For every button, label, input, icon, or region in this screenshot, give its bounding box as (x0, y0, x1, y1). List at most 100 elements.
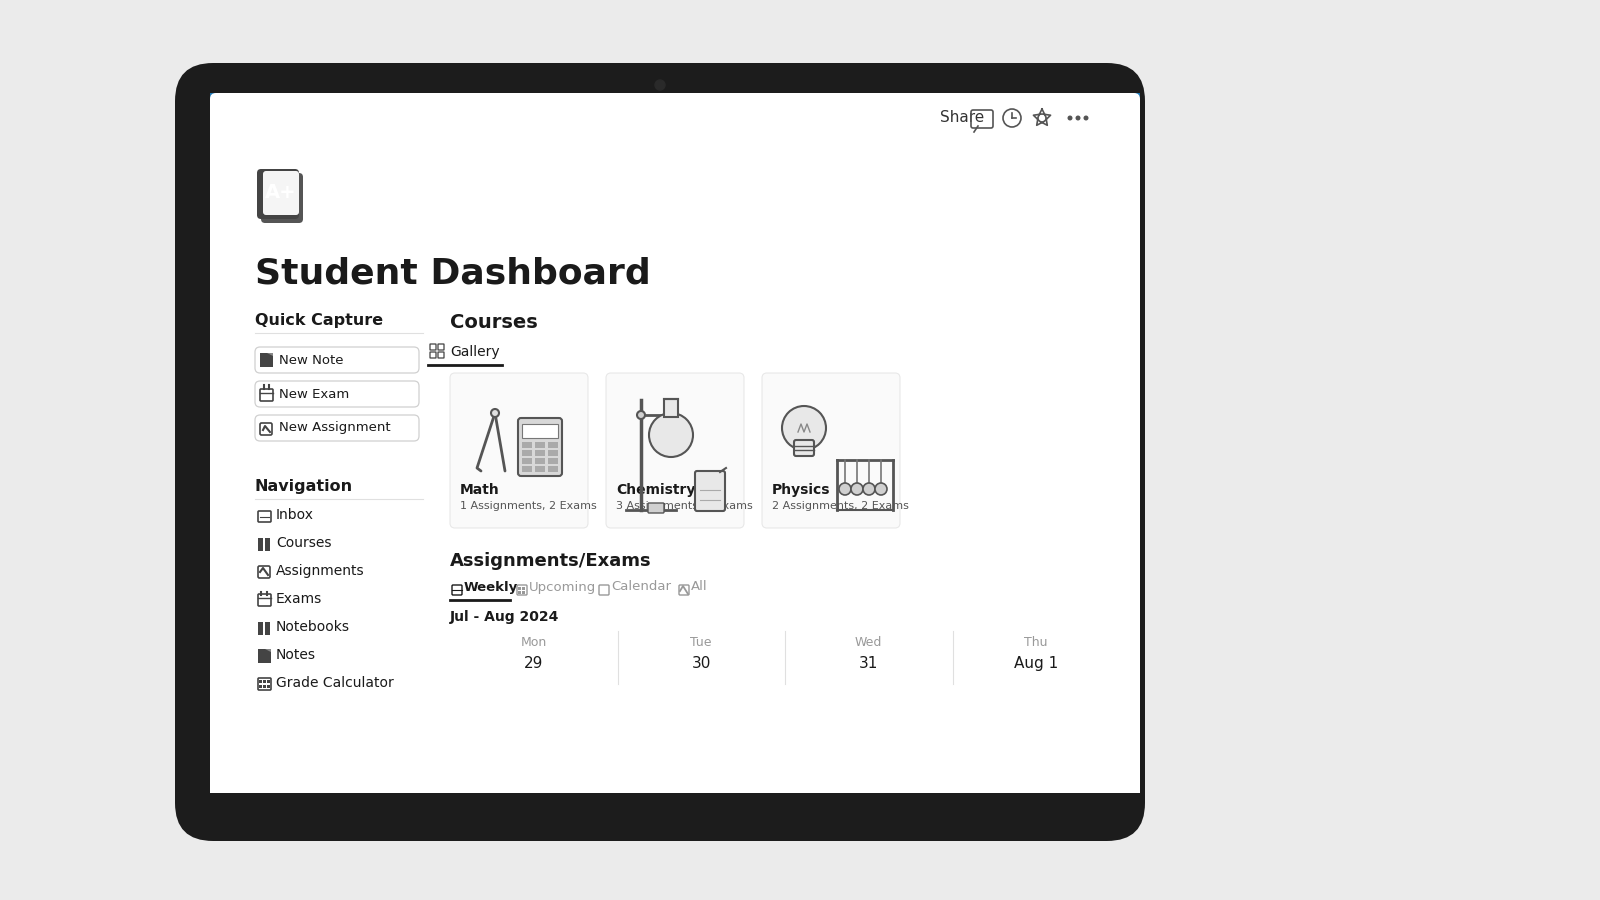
Text: New Exam: New Exam (278, 388, 349, 400)
Text: Physics: Physics (771, 483, 830, 497)
Text: 2 Assignments, 2 Exams: 2 Assignments, 2 Exams (771, 501, 909, 511)
FancyBboxPatch shape (261, 173, 302, 223)
FancyBboxPatch shape (258, 169, 299, 219)
FancyBboxPatch shape (694, 471, 725, 511)
Text: Inbox: Inbox (277, 508, 314, 522)
Bar (522, 458, 531, 464)
Bar (534, 450, 546, 456)
Text: Math: Math (461, 483, 499, 497)
Bar (210, 773, 1139, 793)
Text: Student Dashboard: Student Dashboard (254, 256, 651, 290)
Text: Notebooks: Notebooks (277, 620, 350, 634)
Text: Tue: Tue (691, 636, 712, 649)
Polygon shape (266, 649, 270, 652)
Text: Grade Calculator: Grade Calculator (277, 676, 394, 690)
FancyBboxPatch shape (258, 594, 270, 606)
Text: A+: A+ (266, 184, 298, 202)
Bar (547, 450, 558, 456)
FancyBboxPatch shape (259, 389, 274, 401)
Text: Jul - Aug 2024: Jul - Aug 2024 (450, 610, 560, 624)
Circle shape (491, 409, 499, 417)
Circle shape (1083, 115, 1088, 121)
Circle shape (875, 483, 886, 495)
Circle shape (650, 413, 693, 457)
Bar (258, 538, 262, 551)
Polygon shape (267, 353, 274, 356)
Text: Weekly: Weekly (464, 580, 518, 593)
Text: Thu: Thu (1024, 636, 1048, 649)
Text: Quick Capture: Quick Capture (254, 313, 382, 328)
Text: Wed: Wed (854, 636, 883, 649)
Bar (664, 399, 678, 417)
Text: Gallery: Gallery (450, 345, 499, 359)
FancyBboxPatch shape (518, 418, 562, 476)
Bar (534, 466, 546, 472)
Text: New Assignment: New Assignment (278, 421, 390, 435)
Bar (258, 649, 270, 663)
Bar (259, 685, 262, 688)
Circle shape (851, 483, 862, 495)
Bar (522, 466, 531, 472)
FancyBboxPatch shape (254, 347, 419, 373)
Text: Share: Share (941, 111, 984, 125)
FancyBboxPatch shape (258, 678, 270, 690)
FancyBboxPatch shape (606, 373, 744, 528)
Bar (534, 458, 546, 464)
FancyBboxPatch shape (762, 373, 899, 528)
Bar (522, 587, 525, 590)
Text: Mon: Mon (520, 636, 547, 649)
Circle shape (637, 411, 645, 419)
Bar (547, 442, 558, 448)
Bar (266, 622, 270, 635)
Text: Courses: Courses (277, 536, 331, 550)
Text: 30: 30 (691, 656, 710, 671)
Bar (210, 93, 1139, 793)
Text: Navigation: Navigation (254, 479, 354, 494)
FancyBboxPatch shape (259, 423, 272, 435)
Text: Calendar: Calendar (611, 580, 670, 593)
Bar (262, 680, 266, 683)
Bar (259, 680, 262, 683)
Text: New Note: New Note (278, 354, 344, 366)
Bar (518, 591, 522, 594)
Bar (267, 680, 270, 683)
FancyBboxPatch shape (254, 381, 419, 407)
FancyBboxPatch shape (254, 415, 419, 441)
Text: 1 Assignments, 2 Exams: 1 Assignments, 2 Exams (461, 501, 597, 511)
Text: 29: 29 (525, 656, 544, 671)
Text: Assignments: Assignments (277, 564, 365, 578)
FancyBboxPatch shape (450, 373, 589, 528)
Bar (534, 442, 546, 448)
Text: 31: 31 (859, 656, 878, 671)
Bar (266, 538, 270, 551)
Circle shape (654, 80, 666, 90)
Bar (518, 587, 522, 590)
FancyBboxPatch shape (648, 503, 664, 513)
Text: All: All (691, 580, 707, 593)
Bar (522, 424, 558, 438)
FancyBboxPatch shape (262, 171, 299, 215)
Bar (259, 353, 274, 367)
FancyBboxPatch shape (210, 93, 1139, 793)
Text: Aug 1: Aug 1 (1014, 656, 1058, 671)
Bar (262, 685, 266, 688)
Circle shape (1067, 115, 1072, 121)
Bar (547, 458, 558, 464)
Circle shape (862, 483, 875, 495)
Bar (522, 442, 531, 448)
Bar (258, 622, 262, 635)
Circle shape (838, 483, 851, 495)
Text: Chemistry: Chemistry (616, 483, 696, 497)
FancyBboxPatch shape (174, 63, 1146, 841)
Text: Upcoming: Upcoming (530, 580, 597, 593)
Text: 3 Assignments, 2 Exams: 3 Assignments, 2 Exams (616, 501, 752, 511)
Bar (267, 685, 270, 688)
Bar (547, 466, 558, 472)
Bar (522, 450, 531, 456)
Text: Assignments/Exams: Assignments/Exams (450, 552, 651, 570)
Text: Courses: Courses (450, 313, 538, 332)
Text: Exams: Exams (277, 592, 322, 606)
Circle shape (1075, 115, 1080, 121)
Circle shape (782, 406, 826, 450)
Text: Notes: Notes (277, 648, 317, 662)
